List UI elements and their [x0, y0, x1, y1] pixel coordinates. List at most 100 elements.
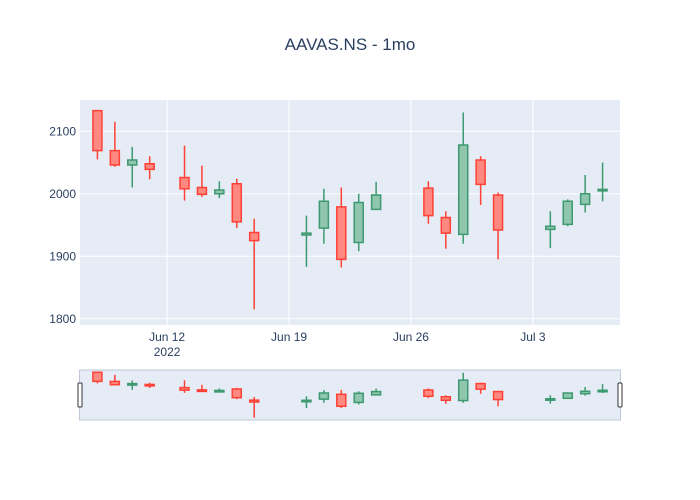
- slider-candle-body: [492, 390, 504, 401]
- slider-candle: [231, 387, 243, 400]
- price-candle: [336, 187, 347, 268]
- slider-candle: [109, 374, 121, 386]
- slider-right-handle[interactable]: [617, 382, 623, 408]
- slider-candle: [562, 392, 573, 400]
- price-candle: [109, 121, 121, 167]
- price-candle: [301, 215, 312, 267]
- price-candle-body: [248, 231, 260, 242]
- price-candle-body: [440, 216, 452, 234]
- price-candle-body: [214, 189, 225, 195]
- price-candle: [231, 178, 243, 229]
- price-candle-body: [336, 206, 347, 261]
- slider-candle-body: [562, 392, 573, 400]
- price-candle-body: [318, 200, 330, 229]
- slider-candle-body: [440, 395, 452, 402]
- price-candle: [457, 112, 469, 244]
- slider-candle: [144, 382, 155, 388]
- slider-candle-body: [475, 382, 486, 390]
- chart-title: AAVAS.NS - 1mo: [285, 35, 416, 54]
- price-candle-body: [92, 109, 103, 152]
- y-tick-label: 1900: [49, 249, 76, 263]
- price-candle: [370, 181, 382, 211]
- slider-candle-body: [457, 379, 469, 402]
- slider-candle: [318, 390, 330, 403]
- slider-candle-body: [127, 382, 138, 386]
- price-candle: [144, 156, 155, 180]
- slider-candle: [353, 391, 364, 405]
- slider-candle: [301, 396, 312, 409]
- price-candle: [92, 109, 103, 160]
- slider-candle-body: [214, 389, 225, 393]
- price-candle: [579, 175, 591, 213]
- slider-candle-body: [336, 393, 347, 408]
- slider-candle: [492, 390, 504, 407]
- slider-background: [80, 370, 620, 420]
- slider-candle-body: [179, 386, 190, 391]
- price-candle: [214, 181, 225, 199]
- slider-candle-body: [301, 399, 312, 403]
- price-candle: [353, 193, 364, 252]
- price-candle: [545, 211, 556, 249]
- slider-candle: [196, 384, 208, 393]
- slider-left-handle[interactable]: [77, 382, 83, 408]
- slider-candle-body: [109, 380, 121, 386]
- price-candle-body: [144, 163, 155, 171]
- slider-candle: [597, 384, 608, 393]
- slider-candle-body: [353, 392, 364, 404]
- price-candle-body: [545, 225, 556, 231]
- price-candle-body: [179, 176, 190, 190]
- price-candle: [318, 188, 330, 244]
- slider-candle-body: [144, 383, 155, 387]
- slider-candle-body: [231, 388, 243, 399]
- slider-candle: [579, 386, 591, 396]
- price-candle-body: [231, 183, 243, 223]
- x-tick-year-label: 2022: [154, 345, 181, 359]
- price-candle: [248, 218, 260, 310]
- slider-candle-body: [579, 390, 591, 395]
- price-candle: [597, 162, 608, 202]
- price-candle-body: [492, 194, 504, 231]
- price-candle: [562, 199, 573, 227]
- price-candle-body: [370, 194, 382, 211]
- slider-candle: [370, 388, 382, 396]
- price-candle-body: [127, 159, 138, 166]
- price-candle-body: [196, 186, 208, 196]
- y-tick-label: 2100: [49, 124, 76, 138]
- price-candle: [440, 211, 452, 249]
- slider-candle-body: [318, 392, 330, 400]
- y-tick-label: 2000: [49, 187, 76, 201]
- price-candle-body: [423, 187, 434, 217]
- x-tick-label: Jun 19: [271, 330, 307, 344]
- price-candle: [179, 145, 190, 201]
- price-candle-body: [301, 232, 312, 236]
- price-candle-body: [579, 193, 591, 206]
- price-candle: [423, 181, 434, 224]
- range-slider[interactable]: [77, 369, 623, 421]
- slider-candle: [457, 372, 469, 403]
- slider-candle: [475, 382, 486, 394]
- slider-candle: [179, 380, 190, 393]
- slider-candle-body: [545, 397, 556, 401]
- slider-candle-body: [92, 371, 103, 383]
- price-candle-body: [457, 144, 469, 236]
- slider-candle: [545, 395, 556, 404]
- price-candle-body: [353, 201, 364, 244]
- slider-candle: [440, 395, 452, 404]
- plot-background: [80, 100, 620, 325]
- slider-candle: [336, 389, 347, 409]
- slider-candle-body: [423, 389, 434, 398]
- slider-candle: [214, 388, 225, 393]
- price-candle: [127, 146, 138, 188]
- slider-candle-body: [597, 389, 608, 393]
- price-candle: [475, 156, 486, 205]
- price-candle-body: [475, 159, 486, 186]
- x-tick-label: Jun 12: [149, 330, 185, 344]
- price-candle-body: [562, 200, 573, 226]
- price-candle-body: [597, 188, 608, 192]
- slider-candle-body: [248, 399, 260, 403]
- y-tick-label: 1800: [49, 312, 76, 326]
- slider-candle: [127, 380, 138, 390]
- x-tick-label: Jun 26: [393, 330, 429, 344]
